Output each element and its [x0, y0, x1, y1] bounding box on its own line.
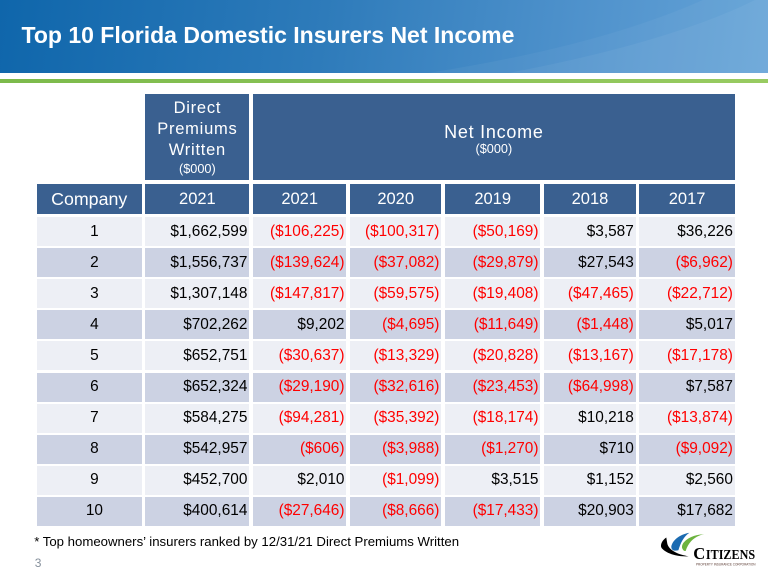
svg-text:PROPERTY INSURANCE CORPORATION: PROPERTY INSURANCE CORPORATION [696, 563, 756, 567]
svg-text:ITIZENS: ITIZENS [706, 547, 755, 562]
svg-text:C: C [693, 544, 705, 563]
